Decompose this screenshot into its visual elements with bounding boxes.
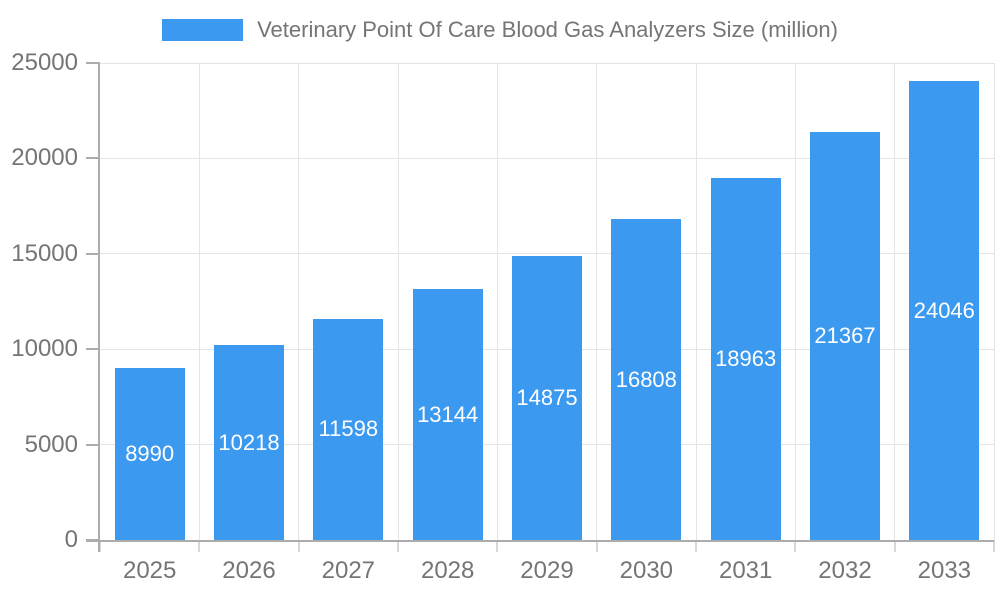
- y-gridline: [100, 253, 994, 255]
- y-axis-tick: [86, 157, 100, 160]
- bar-2027: [313, 318, 384, 540]
- x-axis-tick: [397, 540, 399, 552]
- x-axis-tick: [297, 540, 300, 552]
- bar-2030: [611, 219, 682, 540]
- x-axis-tick-label: 2031: [718, 557, 773, 584]
- x-axis-tick-label: 2032: [818, 557, 872, 584]
- x-axis-tick-label: 2033: [917, 557, 972, 584]
- bar-value-label: 18963: [715, 346, 777, 372]
- bar-2025: [114, 368, 185, 540]
- y-axis-line: [98, 63, 100, 552]
- x-axis-tick: [794, 540, 797, 552]
- x-axis-tick: [993, 540, 995, 552]
- x-axis-tick-label: 2029: [520, 557, 574, 584]
- x-axis-tick-label: 2030: [619, 557, 674, 584]
- x-gridline: [993, 63, 995, 540]
- x-gridline: [894, 63, 896, 540]
- bar-2029: [512, 256, 582, 540]
- y-axis-tick-label: 25000: [11, 49, 78, 76]
- x-axis-tick-label: 2027: [321, 557, 376, 584]
- bar-value-label: 21367: [814, 323, 876, 349]
- y-axis-tick: [86, 348, 100, 351]
- bar-value-label: 8990: [125, 441, 175, 467]
- y-gridline: [100, 62, 994, 64]
- legend-item[interactable]: Veterinary Point Of Care Blood Gas Analy…: [0, 14, 1000, 46]
- bar-value-label: 10218: [218, 429, 280, 455]
- x-axis-tick: [595, 540, 598, 552]
- bar-value-label: 24046: [913, 297, 975, 323]
- x-axis-tick: [695, 540, 697, 552]
- x-gridline: [794, 63, 796, 540]
- bar-2028: [412, 289, 483, 540]
- y-axis-tick-label: 5000: [24, 430, 78, 458]
- y-axis-tick-label: 15000: [11, 239, 78, 267]
- x-axis-tick-label: 2025: [122, 557, 177, 584]
- x-gridline: [496, 63, 498, 540]
- x-gridline: [695, 63, 697, 540]
- bar-2032: [810, 132, 880, 540]
- bar-value-label: 14875: [516, 385, 578, 411]
- legend-swatch: [162, 19, 244, 41]
- y-axis-tick-label: 10000: [11, 335, 78, 363]
- y-axis-tick: [86, 443, 100, 446]
- x-axis-tick: [99, 540, 101, 552]
- bar-value-label: 13144: [417, 401, 479, 427]
- y-axis-tick-label: 20000: [11, 144, 78, 172]
- y-axis-tick: [86, 62, 100, 64]
- x-gridline: [596, 63, 598, 540]
- bar-2033: [909, 81, 980, 540]
- bar-2026: [214, 345, 284, 540]
- y-gridline: [100, 157, 994, 159]
- y-axis-tick: [86, 252, 100, 255]
- x-axis-tick: [893, 540, 896, 552]
- x-axis-line: [86, 540, 994, 542]
- bar-value-label: 11598: [318, 416, 379, 442]
- x-gridline: [298, 63, 300, 540]
- y-axis-tick-label: 0: [64, 526, 78, 553]
- x-gridline: [198, 63, 200, 540]
- x-axis-tick-label: 2028: [420, 557, 475, 584]
- x-axis-tick: [496, 540, 499, 552]
- legend-label: Veterinary Point Of Care Blood Gas Analy…: [257, 17, 838, 42]
- x-axis-tick: [198, 540, 201, 552]
- x-gridline: [397, 63, 399, 540]
- bar-2031: [710, 178, 781, 540]
- bar-value-label: 16808: [615, 366, 677, 392]
- x-axis-tick-label: 2026: [222, 557, 276, 584]
